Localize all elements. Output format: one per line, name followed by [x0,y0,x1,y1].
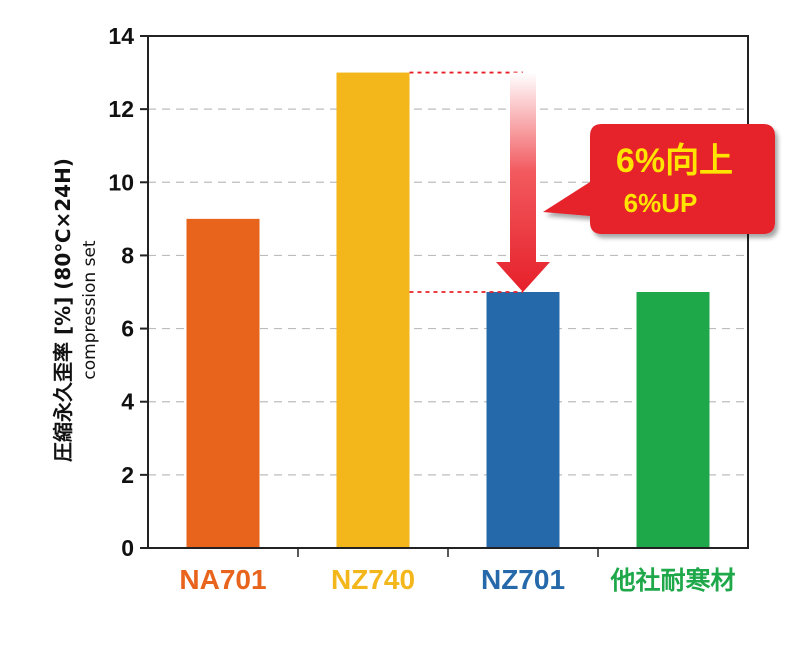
y-axis-sublabel: compression set [80,240,100,380]
x-category-label: 他社耐寒材 [609,566,735,595]
x-axis-labels: NA701 NZ740 NZ701 他社耐寒材 [179,564,735,595]
y-axis-label: 圧縮永久歪率 [%] (80℃×24H) [51,158,75,462]
y-tick-label: 12 [108,96,134,122]
improvement-callout: 6%向上 6%UP [496,72,775,292]
bars [186,72,710,549]
bar-NZ701 [486,292,560,548]
y-axis-title: 圧縮永久歪率 [%] (80℃×24H) compression set [51,158,100,462]
callout-text-primary: 6%向上 [616,142,733,180]
y-tick-label: 2 [121,462,134,488]
callout-bubble [543,124,775,234]
x-category-label: NZ740 [331,564,415,595]
y-tick-label: 14 [108,23,134,49]
bar-NA701 [186,218,260,548]
bar-NZ740 [336,72,410,549]
difference-guides [409,71,523,293]
y-tick-label: 8 [121,242,134,268]
y-tick-label: 6 [121,316,134,342]
x-category-label: NA701 [179,564,266,595]
y-tick-label: 4 [121,389,134,415]
x-axis [297,548,599,557]
y-axis-ticks: 0 2 4 6 8 10 12 14 [108,23,148,561]
y-tick-label: 0 [121,535,134,561]
down-arrow-icon [496,72,550,292]
bar-他社耐寒材 [636,292,710,548]
y-tick-label: 10 [108,169,134,195]
callout-text-secondary: 6%UP [624,188,698,218]
x-category-label: NZ701 [481,564,565,595]
